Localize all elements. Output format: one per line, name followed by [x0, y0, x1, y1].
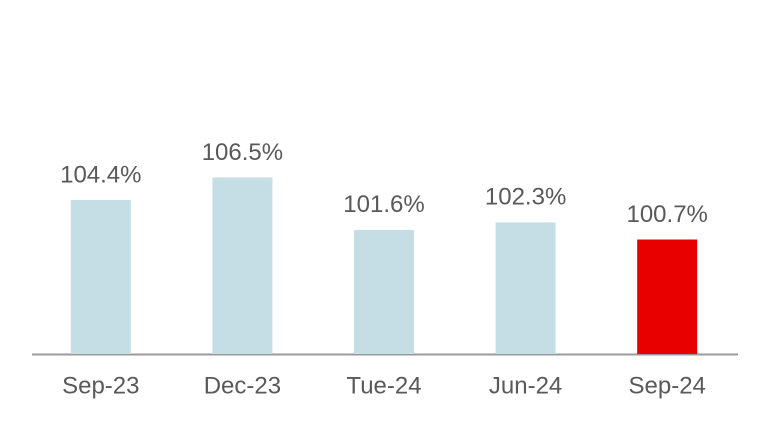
x-tick-label: Tue-24 — [346, 372, 421, 399]
bar — [354, 229, 414, 354]
value-label: 106.5% — [202, 139, 283, 166]
value-label: 100.7% — [626, 201, 707, 228]
bar — [637, 239, 698, 354]
bar — [212, 177, 273, 354]
bar — [495, 222, 556, 354]
x-tick-label: Dec-23 — [204, 372, 281, 399]
value-label: 104.4% — [60, 161, 141, 188]
x-tick-label: Jun-24 — [489, 372, 562, 399]
x-tick-label: Sep-24 — [629, 372, 706, 399]
value-label: 102.3% — [485, 184, 566, 211]
x-tick-label: Sep-23 — [62, 372, 139, 399]
value-label: 101.6% — [343, 191, 424, 218]
bar — [70, 199, 131, 354]
